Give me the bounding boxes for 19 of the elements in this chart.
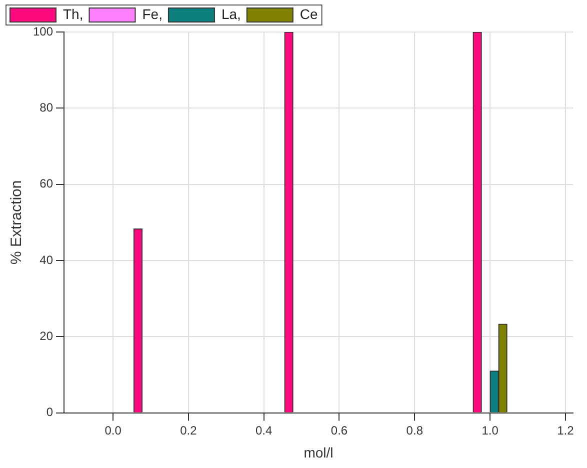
- y-tick-label: 100: [32, 24, 54, 38]
- x-tick-label: 0.2: [180, 423, 198, 438]
- y-axis-title: % Extraction: [8, 180, 26, 264]
- y-tick-label: 40: [40, 252, 54, 267]
- y-tick-label: 0: [46, 405, 54, 420]
- x-tick-label: 1.0: [482, 423, 499, 438]
- x-axis-title: mol/l: [304, 444, 334, 460]
- legend-label: Th,: [63, 6, 84, 22]
- y-tick-label: 80: [40, 100, 54, 114]
- x-tick-label: 0.6: [330, 423, 348, 438]
- legend-label: La,: [221, 6, 241, 22]
- y-tick-label: 20: [40, 328, 54, 343]
- x-tick-label: 0.8: [406, 423, 424, 438]
- x-tick-label: 1.2: [557, 423, 574, 438]
- x-tick-label: 0.4: [256, 423, 273, 438]
- legend-label: Fe,: [142, 6, 162, 22]
- y-tick-label: 60: [40, 176, 54, 191]
- legend-label: Ce: [300, 6, 318, 22]
- x-tick-label: 0.0: [104, 423, 122, 438]
